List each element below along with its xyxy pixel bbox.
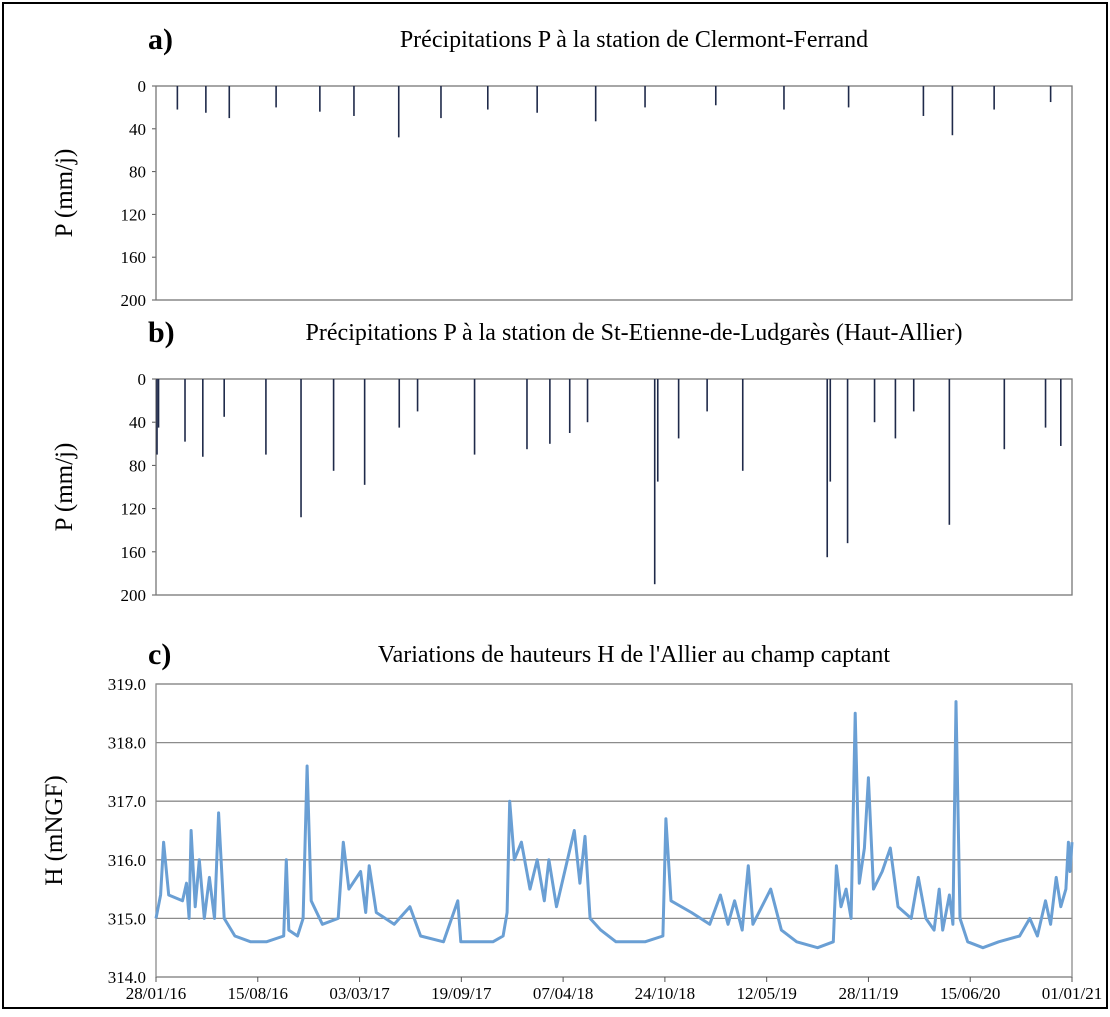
bar [353,86,355,116]
bar [677,379,680,439]
bar [714,86,717,106]
y-tick-label: 0 [138,77,147,96]
line [154,700,1074,950]
panel-label: c) [148,638,171,671]
chart-title: Précipitations P à la station de St-Etie… [306,320,963,346]
bar [156,379,158,455]
bar [1049,86,1052,103]
bar [332,379,335,471]
y-tick-label: 314.0 [108,968,146,987]
y-tick-label: 200 [121,291,147,310]
bar [1060,379,1062,446]
x-tick-label: 28/11/19 [839,984,899,1003]
bar [993,86,995,110]
bar [847,86,850,108]
bar [526,379,528,450]
bar [157,379,160,428]
x-tick-label: 12/05/19 [736,984,796,1003]
bar [265,379,267,455]
bar [300,379,302,518]
x-tick-label: 15/06/20 [940,984,1000,1003]
bar [912,379,915,412]
bar [783,86,785,110]
panel-label: a) [148,23,173,56]
bar [829,379,832,482]
bar [586,379,589,423]
bar [486,86,489,110]
bar [176,86,179,110]
y-axis-label: P (mm/j) [51,149,78,238]
y-tick-label: 160 [121,248,147,267]
y-axis-label: P (mm/j) [51,443,78,532]
x-tick-label: 03/03/17 [329,984,390,1003]
y-tick-label: 40 [129,120,146,139]
panel-label: b) [148,316,175,349]
y-tick-label: 319.0 [108,675,146,694]
plot-frame [155,85,1073,301]
bar [440,86,442,119]
bar [473,379,476,455]
x-tick-label: 24/10/18 [635,984,695,1003]
bar [653,379,656,585]
bar [536,86,538,113]
bar [846,379,849,544]
bar [184,379,186,442]
y-tick-label: 80 [129,163,146,182]
y-tick-label: 40 [129,413,146,432]
y-tick-label: 120 [121,205,147,224]
chart-title: Variations de hauteurs H de l'Allier au … [378,642,890,668]
bar [228,86,231,119]
x-tick-label: 15/08/16 [228,984,288,1003]
y-tick-label: 315.0 [108,909,146,928]
bar [741,379,744,471]
bar [1044,379,1047,428]
y-tick-label: 316.0 [108,851,146,870]
y-tick-label: 80 [129,456,146,475]
x-tick-label: 19/09/17 [431,984,492,1003]
chart-title: Précipitations P à la station de Clermon… [400,27,868,53]
plot-frame [155,378,1073,596]
bar [894,379,897,439]
bar [644,86,646,108]
y-tick-label: 0 [138,370,147,389]
bar [826,379,829,558]
bar [275,86,277,108]
bar [568,379,571,433]
bar [948,379,951,525]
bar [594,86,597,122]
bar [951,86,954,136]
bar [398,379,401,428]
y-tick-label: 120 [121,500,147,519]
bar [397,86,400,138]
bar [706,379,708,412]
bar [873,379,876,423]
bar [1003,379,1006,450]
y-tick-label: 160 [121,543,147,562]
bar [922,86,925,116]
bar [549,379,551,444]
bar [205,86,207,113]
y-axis-label: H (mNGF) [41,775,68,885]
x-tick-label: 01/01/21 [1042,984,1102,1003]
y-tick-label: 200 [121,586,147,605]
y-tick-label: 318.0 [108,734,146,753]
plot-frame [155,683,1073,978]
x-tick-label: 28/01/16 [126,984,186,1003]
y-tick-label: 317.0 [108,792,146,811]
bar [416,379,419,412]
x-tick-label: 07/04/18 [533,984,593,1003]
bar [202,379,204,457]
bar [319,86,321,112]
bar [363,379,366,485]
bar [223,379,225,417]
bar [656,379,659,482]
